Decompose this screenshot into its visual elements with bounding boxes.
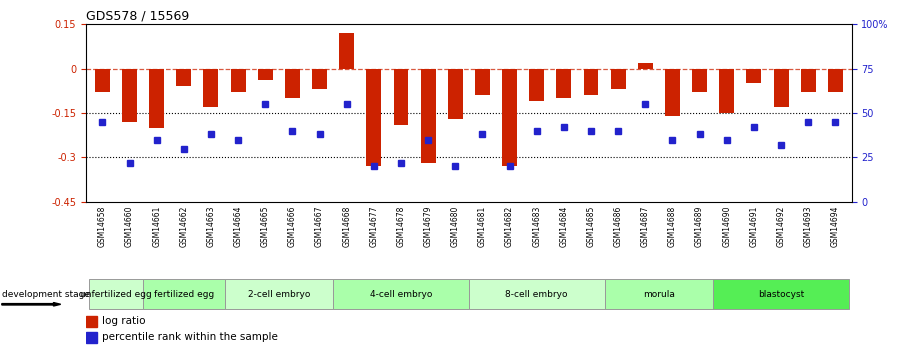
Text: GSM14667: GSM14667 bbox=[315, 206, 324, 247]
Text: GSM14681: GSM14681 bbox=[478, 206, 487, 247]
Text: GSM14679: GSM14679 bbox=[424, 206, 433, 247]
Text: 4-cell embryo: 4-cell embryo bbox=[370, 289, 432, 299]
Text: GSM14693: GSM14693 bbox=[804, 206, 813, 247]
Text: GSM14666: GSM14666 bbox=[288, 206, 297, 247]
Bar bbox=[86, 332, 98, 343]
Bar bbox=[258, 69, 273, 80]
Text: GSM14661: GSM14661 bbox=[152, 206, 161, 247]
Bar bbox=[366, 69, 381, 166]
Text: GSM14694: GSM14694 bbox=[831, 206, 840, 247]
Text: GSM14684: GSM14684 bbox=[559, 206, 568, 247]
FancyBboxPatch shape bbox=[604, 279, 713, 309]
Text: GSM14662: GSM14662 bbox=[179, 206, 188, 247]
FancyBboxPatch shape bbox=[468, 279, 604, 309]
Text: log ratio: log ratio bbox=[102, 316, 146, 326]
Text: GSM14689: GSM14689 bbox=[695, 206, 704, 247]
Text: GSM14678: GSM14678 bbox=[397, 206, 406, 247]
FancyBboxPatch shape bbox=[333, 279, 468, 309]
Bar bbox=[149, 69, 164, 128]
Text: GSM14665: GSM14665 bbox=[261, 206, 270, 247]
Bar bbox=[611, 69, 626, 89]
Text: GSM14683: GSM14683 bbox=[532, 206, 541, 247]
Bar bbox=[339, 33, 354, 69]
Text: morula: morula bbox=[643, 289, 675, 299]
Text: 8-cell embryo: 8-cell embryo bbox=[506, 289, 568, 299]
Text: GSM14686: GSM14686 bbox=[613, 206, 622, 247]
Bar bbox=[502, 69, 517, 166]
Bar bbox=[420, 69, 436, 163]
Text: GSM14691: GSM14691 bbox=[749, 206, 758, 247]
Text: GSM14663: GSM14663 bbox=[207, 206, 216, 247]
Bar bbox=[95, 69, 110, 92]
Bar bbox=[529, 69, 545, 101]
Bar bbox=[448, 69, 463, 119]
Bar bbox=[747, 69, 761, 83]
Bar bbox=[312, 69, 327, 89]
Bar bbox=[583, 69, 599, 95]
Text: 2-cell embryo: 2-cell embryo bbox=[247, 289, 310, 299]
Text: GSM14677: GSM14677 bbox=[370, 206, 379, 247]
Bar bbox=[692, 69, 707, 92]
Bar bbox=[828, 69, 843, 92]
Bar bbox=[801, 69, 815, 92]
Text: GDS578 / 15569: GDS578 / 15569 bbox=[86, 10, 189, 23]
Text: GSM14660: GSM14660 bbox=[125, 206, 134, 247]
Bar bbox=[638, 63, 653, 69]
Text: fertilized egg: fertilized egg bbox=[154, 289, 214, 299]
Text: GSM14690: GSM14690 bbox=[722, 206, 731, 247]
Bar bbox=[665, 69, 680, 116]
Bar bbox=[86, 315, 98, 327]
Bar bbox=[475, 69, 490, 95]
Text: GSM14687: GSM14687 bbox=[641, 206, 650, 247]
Text: GSM14688: GSM14688 bbox=[668, 206, 677, 247]
Bar bbox=[284, 69, 300, 98]
Bar bbox=[774, 69, 788, 107]
Bar bbox=[231, 69, 246, 92]
Text: GSM14682: GSM14682 bbox=[505, 206, 514, 247]
Bar bbox=[204, 69, 218, 107]
Text: GSM14685: GSM14685 bbox=[586, 206, 595, 247]
Bar bbox=[122, 69, 137, 122]
Bar bbox=[177, 69, 191, 86]
Text: blastocyst: blastocyst bbox=[758, 289, 805, 299]
FancyBboxPatch shape bbox=[143, 279, 225, 309]
Bar bbox=[556, 69, 572, 98]
Bar bbox=[393, 69, 409, 125]
Bar bbox=[719, 69, 734, 113]
Text: percentile rank within the sample: percentile rank within the sample bbox=[102, 333, 278, 343]
FancyBboxPatch shape bbox=[713, 279, 849, 309]
Text: GSM14658: GSM14658 bbox=[98, 206, 107, 247]
Text: GSM14680: GSM14680 bbox=[451, 206, 459, 247]
Text: GSM14668: GSM14668 bbox=[342, 206, 352, 247]
FancyBboxPatch shape bbox=[225, 279, 333, 309]
Text: unfertilized egg: unfertilized egg bbox=[80, 289, 152, 299]
Text: development stage: development stage bbox=[2, 290, 90, 299]
Text: GSM14664: GSM14664 bbox=[234, 206, 243, 247]
FancyBboxPatch shape bbox=[89, 279, 143, 309]
Text: GSM14692: GSM14692 bbox=[776, 206, 786, 247]
